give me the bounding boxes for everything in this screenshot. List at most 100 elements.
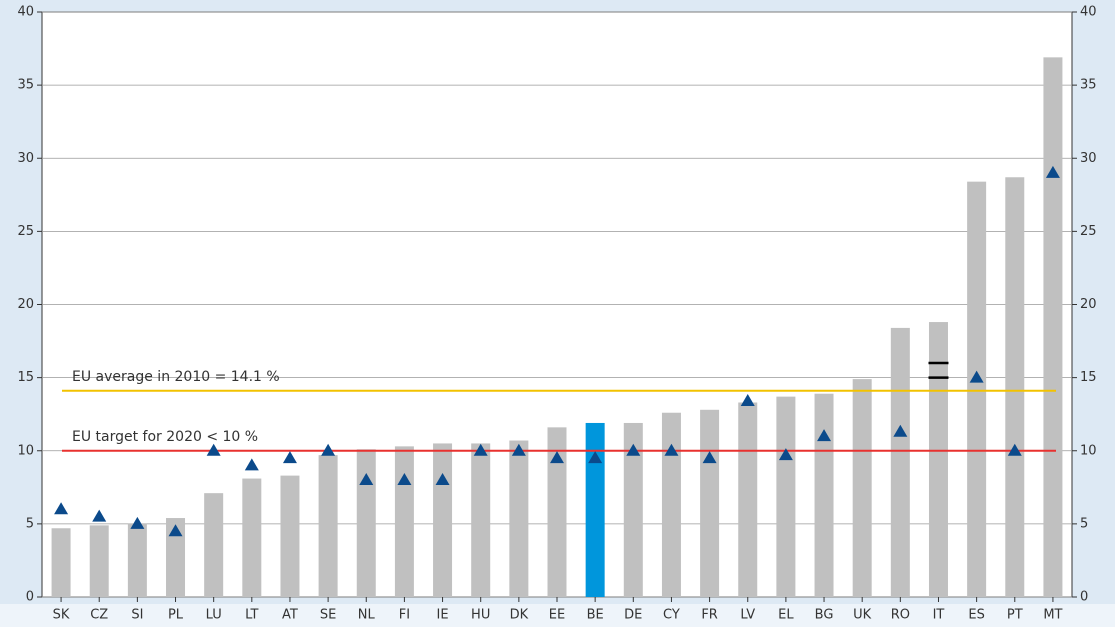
target-marker — [969, 370, 984, 383]
target-marker — [359, 473, 374, 485]
bar — [433, 443, 453, 597]
target-marker — [626, 443, 641, 456]
target-marker — [893, 424, 908, 437]
x-tick-label: FR — [701, 608, 718, 623]
x-tick-label: MT — [1043, 608, 1062, 623]
x-tick-label: EL — [778, 608, 794, 623]
x-tick-label: EE — [549, 608, 565, 623]
target-marker — [282, 451, 297, 464]
target-marker — [588, 451, 603, 464]
x-tick-label: CY — [663, 608, 680, 623]
y-tick-label: 35 — [17, 78, 34, 93]
y2-tick-label: 15 — [1080, 370, 1097, 385]
x-tick-label: ES — [968, 608, 984, 623]
x-tick-label: SE — [320, 608, 336, 623]
y2-tick-label: 0 — [1080, 590, 1088, 605]
target-marker — [130, 516, 145, 529]
x-tick-label: UK — [853, 608, 872, 623]
x-tick-label: BE — [587, 608, 604, 623]
x-tick-label: DK — [510, 608, 529, 623]
bar — [623, 422, 643, 597]
y-tick-label: 15 — [17, 370, 34, 385]
bar — [166, 518, 186, 597]
x-tick-label: PL — [168, 608, 184, 623]
x-tick-label: HU — [471, 608, 490, 623]
y2-tick-label: 25 — [1080, 224, 1097, 239]
y-tick-label: 40 — [17, 5, 34, 20]
target-marker — [435, 473, 450, 485]
target-marker — [1007, 443, 1022, 456]
target-marker — [54, 502, 69, 515]
x-tick-label: RO — [891, 608, 910, 623]
bar — [776, 396, 796, 597]
reference-label: EU average in 2010 = 14.1 % — [72, 369, 280, 385]
x-tick-label: FI — [399, 608, 410, 623]
x-tick-label: IE — [437, 608, 449, 623]
x-tick-label: AT — [282, 608, 298, 623]
target-marker — [92, 509, 107, 522]
bar — [509, 440, 529, 597]
y2-tick-label: 35 — [1080, 78, 1097, 93]
target-marker — [550, 451, 564, 464]
bar — [547, 427, 567, 597]
target-marker — [473, 443, 488, 456]
bar — [661, 412, 681, 597]
x-tick-label: LV — [740, 608, 755, 623]
bar — [51, 528, 71, 597]
y2-tick-label: 20 — [1080, 297, 1097, 312]
y2-tick-label: 40 — [1080, 5, 1097, 20]
bar — [89, 525, 109, 597]
y2-tick-label: 5 — [1080, 516, 1088, 531]
bar — [700, 409, 720, 597]
target-marker — [664, 443, 679, 456]
bar — [852, 379, 872, 597]
bar — [967, 181, 987, 597]
bar — [814, 393, 834, 597]
bar — [127, 523, 147, 597]
x-tick-label: LT — [245, 608, 258, 623]
bar — [280, 475, 300, 597]
target-marker — [321, 443, 336, 456]
y-tick-label: 25 — [17, 224, 34, 239]
target-marker — [206, 443, 221, 456]
target-marker — [244, 458, 259, 471]
target-marker — [778, 448, 793, 461]
bar — [204, 493, 224, 597]
x-tick-label: NL — [358, 608, 376, 623]
target-marker — [511, 443, 526, 456]
bar — [242, 478, 262, 597]
y2-tick-label: 30 — [1080, 151, 1097, 166]
x-tick-label: CZ — [90, 608, 108, 623]
y-tick-label: 10 — [17, 443, 34, 458]
bar — [356, 449, 376, 597]
bar — [318, 455, 338, 597]
y-tick-label: 30 — [17, 151, 34, 166]
reference-label: EU target for 2020 < 10 % — [72, 429, 258, 445]
x-tick-label: PT — [1007, 608, 1023, 623]
axis-strip — [0, 604, 1115, 627]
bar — [471, 443, 491, 597]
x-tick-label: IT — [933, 608, 945, 623]
x-tick-label: LU — [206, 608, 222, 623]
x-tick-label: BG — [815, 608, 834, 623]
y-tick-label: 5 — [26, 516, 34, 531]
y2-tick-label: 10 — [1080, 443, 1097, 458]
bar — [394, 446, 414, 597]
target-marker — [1045, 165, 1060, 178]
target-marker — [397, 473, 412, 485]
x-tick-label: DE — [624, 608, 642, 623]
x-tick-label: SI — [131, 608, 143, 623]
y-tick-label: 0 — [26, 590, 34, 605]
x-tick-label: SK — [53, 608, 70, 623]
target-marker — [740, 394, 755, 407]
target-marker — [817, 429, 832, 442]
bar — [738, 402, 758, 597]
bar — [890, 327, 910, 597]
bar — [585, 422, 605, 597]
target-marker — [168, 524, 183, 537]
target-marker — [702, 451, 717, 464]
bar — [1005, 177, 1025, 597]
y-tick-label: 20 — [17, 297, 34, 312]
bar — [1043, 57, 1063, 597]
